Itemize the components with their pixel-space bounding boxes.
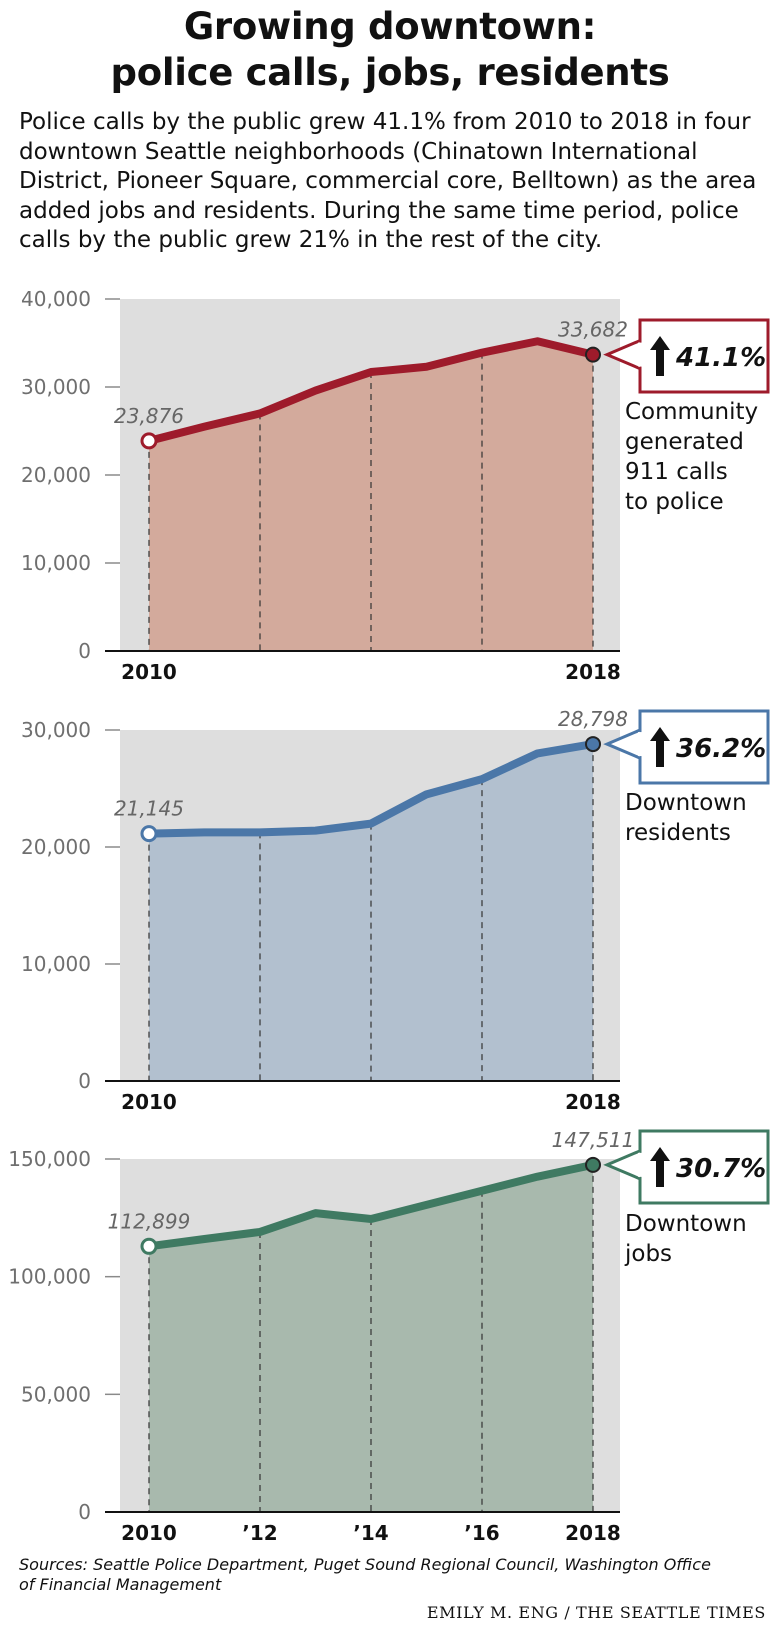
x-tick-label: ’14 bbox=[353, 1521, 388, 1545]
end-point-marker bbox=[585, 736, 601, 753]
y-tick-label: 0 bbox=[78, 639, 91, 663]
series-caption-line: Downtown bbox=[625, 790, 747, 816]
y-tick-label: 30,000 bbox=[21, 718, 91, 742]
series-line-1 bbox=[145, 337, 597, 445]
x-tick-label: 2010 bbox=[121, 1521, 177, 1545]
series-caption-line: Community bbox=[625, 399, 758, 425]
change-callout-box bbox=[638, 318, 770, 394]
callout-pointer bbox=[603, 728, 641, 760]
start-point-marker bbox=[140, 825, 158, 843]
up-arrow-icon bbox=[650, 336, 670, 376]
x-tick-label: 2010 bbox=[121, 1090, 177, 1114]
end-point-marker bbox=[585, 346, 601, 363]
change-percent-label: 41.1% bbox=[675, 343, 766, 373]
start-point-marker bbox=[140, 432, 158, 450]
x-tick-label: ’16 bbox=[464, 1521, 499, 1545]
callout-pointer bbox=[603, 1149, 641, 1181]
series-line-3 bbox=[145, 1160, 597, 1251]
series-caption-line: Downtown bbox=[625, 1211, 747, 1237]
callout-pointer bbox=[603, 339, 641, 370]
series-caption-line: 911 calls bbox=[625, 459, 728, 485]
end-point-marker bbox=[585, 1156, 601, 1173]
end-value-label: 33,682 bbox=[558, 318, 628, 342]
chart-title: Growing downtown: police calls, jobs, re… bbox=[0, 4, 780, 96]
change-percent-label: 36.2% bbox=[676, 734, 766, 764]
up-arrow-icon bbox=[650, 727, 670, 767]
start-value-label: 23,876 bbox=[114, 404, 184, 428]
y-tick-label: 150,000 bbox=[8, 1147, 91, 1171]
start-point-marker bbox=[140, 1237, 158, 1255]
y-tick-label: 0 bbox=[78, 1069, 91, 1093]
x-tick-label: ’12 bbox=[242, 1521, 277, 1545]
x-tick-label: 2018 bbox=[565, 1521, 621, 1545]
y-tick-label: 20,000 bbox=[21, 835, 91, 859]
y-tick-label: 0 bbox=[78, 1500, 91, 1524]
series-caption-line: residents bbox=[625, 820, 731, 846]
up-arrow-icon bbox=[650, 1147, 670, 1187]
start-value-label: 112,899 bbox=[108, 1209, 191, 1233]
y-tick-label: 30,000 bbox=[21, 375, 91, 399]
title-line-2: police calls, jobs, residents bbox=[110, 51, 670, 94]
change-percent-label: 30.7% bbox=[676, 1154, 766, 1184]
series-caption-line: to police bbox=[625, 489, 724, 515]
x-tick-label: 2018 bbox=[565, 1090, 621, 1114]
credit-line: EMILY M. ENG / THE SEATTLE TIMES bbox=[426, 1603, 766, 1622]
x-tick-label: 2010 bbox=[121, 660, 177, 684]
series-caption-line: jobs bbox=[624, 1241, 672, 1267]
y-tick-label: 10,000 bbox=[21, 551, 91, 575]
y-tick-label: 100,000 bbox=[8, 1265, 91, 1289]
title-line-1: Growing downtown: bbox=[183, 5, 597, 48]
sources-note: Sources: Seattle Police Department, Puge… bbox=[19, 1555, 711, 1594]
y-tick-label: 40,000 bbox=[21, 287, 91, 311]
end-value-label: 28,798 bbox=[558, 707, 628, 731]
series-caption-line: generated bbox=[625, 429, 744, 455]
series-line-2 bbox=[145, 740, 597, 838]
y-tick-label: 10,000 bbox=[21, 952, 91, 976]
x-tick-label: 2018 bbox=[565, 660, 621, 684]
y-tick-label: 20,000 bbox=[21, 463, 91, 487]
start-value-label: 21,145 bbox=[114, 797, 184, 821]
intro-text: Police calls by the public grew 41.1% fr… bbox=[19, 109, 757, 253]
y-tick-label: 50,000 bbox=[21, 1382, 91, 1406]
end-value-label: 147,511 bbox=[552, 1128, 635, 1152]
